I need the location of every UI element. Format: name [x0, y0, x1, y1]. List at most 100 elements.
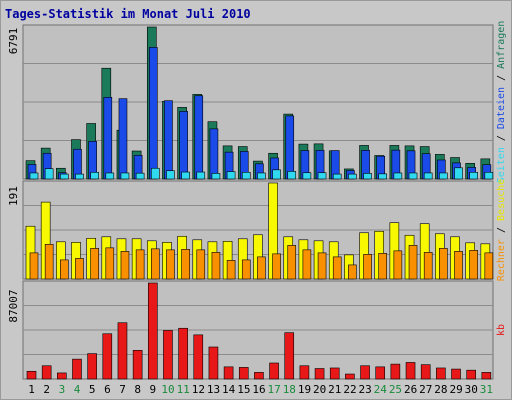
- x-tick-label: 21: [328, 383, 341, 396]
- bar-rechner: [105, 247, 115, 280]
- bar-seiten: [181, 171, 190, 180]
- legend-item-anfragen: Anfragen: [496, 21, 507, 69]
- bar-seiten: [439, 172, 448, 180]
- bar-rechner: [348, 264, 357, 280]
- x-tick-label: 10: [161, 383, 174, 396]
- bar-kb: [238, 367, 249, 380]
- legend-separator: /: [496, 129, 507, 147]
- bar-kb: [57, 372, 67, 380]
- bar-seiten: [150, 167, 160, 180]
- bar-kb: [284, 332, 295, 380]
- bar-rechner: [332, 256, 342, 280]
- x-tick-label: 14: [222, 383, 236, 396]
- bar-seiten: [60, 173, 69, 180]
- bar-rechner: [439, 248, 448, 280]
- x-tick-label: 28: [434, 383, 447, 396]
- chart-title: Tages-Statistik im Monat Juli 2010: [5, 7, 251, 21]
- bar-kb: [360, 365, 370, 380]
- bar-kb: [269, 362, 279, 380]
- legend-item-seiten: Seiten: [496, 147, 507, 183]
- bar-seiten: [287, 171, 297, 180]
- bar-seiten: [257, 172, 266, 180]
- y-max-label-mid: 191: [7, 186, 20, 206]
- bar-seiten: [241, 171, 251, 180]
- bar-rechner: [181, 249, 190, 280]
- bar-dateien: [209, 128, 219, 180]
- bar-kb: [345, 373, 355, 380]
- bar-rechner: [272, 253, 281, 280]
- bar-rechner: [241, 259, 251, 280]
- bar-kb: [163, 330, 173, 380]
- x-tick-label: 22: [343, 383, 356, 396]
- bar-kb: [451, 368, 461, 380]
- bar-kb: [26, 370, 37, 380]
- bar-rechner: [302, 249, 312, 280]
- x-tick-label: 18: [283, 383, 296, 396]
- bar-rechner: [393, 250, 403, 280]
- x-tick-label: 11: [177, 383, 190, 396]
- legend-bot: kb: [496, 324, 507, 336]
- bar-kb: [299, 365, 310, 380]
- bar-rechner: [120, 251, 130, 280]
- bar-kb: [193, 334, 204, 380]
- bar-kb: [132, 350, 143, 380]
- bar-rechner: [363, 254, 372, 280]
- x-tick-label: 20: [313, 383, 326, 396]
- bar-seiten: [272, 169, 281, 180]
- legend-item-dateien: Dateien: [496, 87, 507, 129]
- bar-kb: [466, 369, 476, 380]
- legend-mid: Rechner / Besuche: [496, 179, 507, 281]
- bar-seiten: [226, 171, 236, 180]
- x-tick-label: 17: [268, 383, 281, 396]
- bar-kb: [72, 358, 82, 380]
- x-tick-label: 2: [43, 383, 50, 396]
- bar-rechner: [196, 249, 206, 280]
- bar-kb: [208, 346, 219, 380]
- legend-top: Seiten / Dateien / Anfragen: [496, 21, 507, 184]
- y-max-label-top: 6791: [7, 28, 20, 55]
- y-max-label-bot: 87007: [7, 289, 20, 322]
- bar-seiten: [211, 173, 221, 180]
- bar-kb: [254, 372, 264, 380]
- bar-seiten: [454, 167, 463, 180]
- bar-seiten: [196, 171, 206, 180]
- bar-rechner: [408, 245, 418, 280]
- bar-seiten: [317, 172, 327, 180]
- bar-seiten: [408, 172, 418, 180]
- x-tick-label: 6: [104, 383, 111, 396]
- bar-seiten: [484, 171, 494, 180]
- x-tick-label: 7: [119, 383, 126, 396]
- bar-kb: [420, 364, 431, 380]
- x-tick-label: 19: [298, 383, 311, 396]
- bar-seiten: [135, 172, 145, 180]
- legend-separator: /: [496, 221, 507, 239]
- bar-dateien: [194, 95, 204, 180]
- bar-rechner: [423, 252, 433, 280]
- bar-kb: [405, 362, 416, 380]
- bar-kb: [41, 365, 52, 380]
- legend-item-besuche: Besuche: [496, 179, 507, 221]
- bar-kb: [102, 333, 113, 380]
- bar-kb: [481, 372, 492, 380]
- bar-seiten: [166, 170, 175, 180]
- x-tick-label: 16: [252, 383, 265, 396]
- bar-seiten: [393, 172, 403, 180]
- x-tick-label: 15: [237, 383, 250, 396]
- x-tick-label: 31: [480, 383, 493, 396]
- bar-rechner: [135, 249, 145, 280]
- bar-rechner: [166, 249, 175, 280]
- bar-seiten: [378, 173, 388, 180]
- bar-rechner: [317, 252, 327, 280]
- bar-kb: [375, 366, 386, 380]
- x-tick-label: 5: [89, 383, 96, 396]
- bar-dateien: [164, 100, 173, 180]
- x-tick-label: 3: [59, 383, 66, 396]
- bar-rechner: [211, 252, 221, 280]
- bar-rechner: [226, 260, 236, 280]
- x-tick-label: 1: [28, 383, 35, 396]
- x-tick-label: 27: [419, 383, 432, 396]
- bar-dateien: [118, 98, 128, 180]
- bar-kb: [87, 353, 97, 380]
- bar-rechner: [378, 253, 388, 280]
